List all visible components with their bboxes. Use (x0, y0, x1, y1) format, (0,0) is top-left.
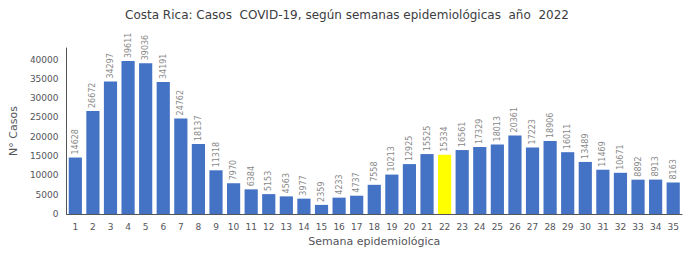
svg-text:10: 10 (228, 222, 240, 232)
svg-text:5: 5 (143, 222, 149, 232)
svg-text:8913: 8913 (651, 156, 660, 176)
svg-text:Semana epidemiológica: Semana epidemiológica (308, 235, 440, 248)
svg-text:13489: 13489 (581, 133, 590, 158)
svg-text:30000: 30000 (30, 93, 59, 103)
svg-text:29: 29 (562, 222, 574, 232)
svg-text:3: 3 (108, 222, 114, 232)
svg-text:31: 31 (597, 222, 608, 232)
svg-text:35000: 35000 (30, 74, 59, 84)
svg-text:25: 25 (492, 222, 503, 232)
svg-text:32: 32 (615, 222, 626, 232)
svg-text:10671: 10671 (616, 144, 625, 169)
svg-text:12925: 12925 (405, 136, 414, 161)
svg-text:13: 13 (281, 222, 292, 232)
svg-text:20361: 20361 (510, 107, 519, 132)
svg-text:16561: 16561 (458, 122, 467, 147)
svg-text:10000: 10000 (30, 170, 59, 180)
svg-text:8: 8 (196, 222, 202, 232)
svg-text:17329: 17329 (475, 119, 484, 144)
svg-text:7: 7 (178, 222, 184, 232)
svg-text:24: 24 (474, 222, 486, 232)
svg-text:17: 17 (351, 222, 362, 232)
svg-text:14628: 14628 (71, 129, 80, 154)
svg-text:15525: 15525 (423, 126, 432, 151)
svg-text:10213: 10213 (387, 146, 396, 171)
svg-text:1: 1 (72, 222, 78, 232)
svg-text:34191: 34191 (159, 54, 168, 79)
svg-text:34: 34 (650, 222, 662, 232)
svg-text:2359: 2359 (317, 182, 326, 202)
svg-text:4737: 4737 (352, 172, 361, 192)
svg-text:28: 28 (544, 222, 556, 232)
svg-text:25000: 25000 (30, 112, 59, 122)
svg-text:20: 20 (404, 222, 416, 232)
svg-text:26672: 26672 (88, 83, 97, 108)
svg-text:18013: 18013 (493, 116, 502, 141)
svg-text:5153: 5153 (264, 171, 273, 191)
svg-text:9: 9 (213, 222, 219, 232)
svg-text:8163: 8163 (669, 159, 678, 179)
svg-text:8892: 8892 (634, 156, 643, 176)
svg-text:4563: 4563 (282, 173, 291, 193)
svg-text:40000: 40000 (30, 55, 59, 65)
svg-text:Costa Rica: Casos COVID-19, s: Costa Rica: Casos COVID-19, según semana… (125, 8, 569, 22)
svg-text:15: 15 (316, 222, 327, 232)
svg-text:21: 21 (421, 222, 432, 232)
svg-text:3977: 3977 (299, 175, 308, 195)
svg-text:22: 22 (439, 222, 450, 232)
svg-text:6384: 6384 (247, 166, 256, 186)
svg-text:24762: 24762 (176, 90, 185, 115)
svg-text:18906: 18906 (546, 113, 555, 138)
svg-text:30: 30 (580, 222, 592, 232)
svg-text:33: 33 (632, 222, 643, 232)
svg-text:39611: 39611 (124, 33, 133, 58)
svg-text:0: 0 (53, 209, 59, 219)
svg-text:12: 12 (263, 222, 274, 232)
svg-text:18137: 18137 (194, 116, 203, 141)
svg-text:11469: 11469 (598, 141, 607, 166)
svg-text:14: 14 (298, 222, 310, 232)
svg-text:39036: 39036 (141, 35, 150, 60)
svg-text:26: 26 (509, 222, 521, 232)
svg-text:35: 35 (667, 222, 678, 232)
svg-text:11: 11 (245, 222, 256, 232)
svg-text:23: 23 (456, 222, 467, 232)
svg-text:11318: 11318 (212, 142, 221, 167)
svg-text:27: 27 (527, 222, 538, 232)
svg-text:7558: 7558 (370, 161, 379, 181)
svg-text:18: 18 (369, 222, 381, 232)
svg-text:7970: 7970 (229, 160, 238, 180)
svg-text:20000: 20000 (30, 132, 59, 142)
svg-text:5000: 5000 (36, 190, 59, 200)
svg-text:15334: 15334 (440, 126, 449, 151)
svg-text:4233: 4233 (335, 174, 344, 194)
svg-text:15000: 15000 (30, 151, 59, 161)
svg-text:17223: 17223 (528, 119, 537, 144)
svg-text:34297: 34297 (106, 53, 115, 78)
svg-text:6: 6 (160, 222, 166, 232)
svg-text:4: 4 (125, 222, 131, 232)
svg-text:N° Casos: N° Casos (7, 106, 20, 156)
svg-text:16011: 16011 (563, 124, 572, 149)
svg-text:2: 2 (90, 222, 96, 232)
svg-text:16: 16 (333, 222, 345, 232)
svg-text:19: 19 (386, 222, 398, 232)
